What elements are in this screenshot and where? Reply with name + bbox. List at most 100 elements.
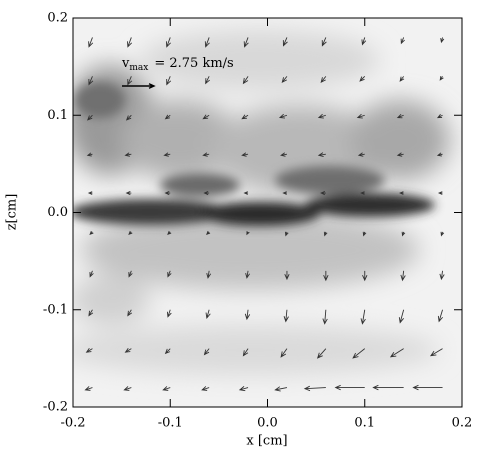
velocity-arrow (125, 114, 132, 121)
x-tick-label: 0.0 (257, 416, 278, 431)
velocity-arrow (242, 348, 249, 357)
velocity-arrow (280, 152, 288, 157)
velocity-arrow (87, 114, 93, 121)
velocity-arrow (128, 270, 133, 278)
velocity-arrow (322, 309, 328, 325)
velocity-arrow (389, 348, 404, 358)
velocity-arrow (202, 152, 210, 157)
y-tick-label: 0.0 (47, 205, 68, 220)
velocity-arrow (359, 76, 366, 82)
velocity-arrow (320, 191, 326, 196)
velocity-arrow (440, 231, 445, 237)
y-axis-label: z[cm] (5, 194, 20, 231)
velocity-arrow (282, 37, 288, 47)
velocity-arrow (238, 386, 249, 392)
velocity-arrow (400, 270, 406, 282)
x-tick-label: 0.2 (452, 416, 473, 431)
velocity-arrow (334, 384, 365, 391)
velocity-arrow (439, 76, 444, 81)
velocity-arrow (124, 347, 132, 353)
velocity-arrow (436, 114, 443, 119)
velocity-arrow (303, 385, 326, 392)
velocity-arrow (439, 270, 445, 281)
velocity-arrow (284, 270, 290, 281)
velocity-arrow (362, 231, 367, 237)
velocity-arrow (245, 270, 250, 279)
velocity-arrow (401, 231, 406, 237)
velocity-arrow (244, 309, 251, 321)
velocity-arrow (278, 113, 288, 119)
velocity-arrow (440, 37, 445, 44)
velocity-arrow (205, 309, 211, 319)
velocity-arrow (127, 76, 133, 86)
velocity-arrow (361, 37, 367, 46)
y-tick-label: -0.1 (43, 302, 68, 317)
velocity-arrow (360, 309, 366, 325)
velocity-arrow (316, 348, 327, 359)
velocity-arrow (167, 270, 172, 278)
velocity-arrow (352, 348, 366, 359)
velocity-arrow (164, 191, 171, 196)
velocity-arrow (323, 270, 329, 282)
x-axis-label: x [cm] (246, 434, 287, 449)
velocity-arrow (165, 37, 171, 48)
velocity-arrow (87, 191, 93, 195)
velocity-arrow (400, 37, 405, 45)
velocity-arrow (274, 386, 288, 392)
velocity-arrow (166, 309, 172, 318)
velocity-arrow (84, 386, 93, 391)
velocity-arrow (128, 230, 133, 236)
velocity-arrow (437, 309, 443, 323)
velocity-arrow (204, 37, 210, 48)
velocity-arrow (241, 114, 249, 120)
velocity-arrow (372, 384, 404, 391)
velocity-arrow (125, 191, 132, 196)
velocity-arrow (86, 152, 93, 157)
velocity-arrow (398, 309, 405, 324)
velocity-arrow (164, 348, 171, 355)
velocity-arrow (281, 76, 288, 84)
velocity-arrow (162, 386, 171, 391)
velocity-arrow (127, 309, 133, 317)
x-tick-label: -0.1 (158, 416, 183, 431)
velocity-arrow (399, 191, 404, 195)
velocity-arrow (167, 230, 172, 236)
velocity-arrow (85, 347, 93, 353)
velocity-arrow (396, 113, 404, 119)
velocity-arrow (88, 76, 94, 86)
velocity-arrow (282, 191, 287, 195)
velocity-arrow (243, 37, 249, 48)
velocity-arrow (323, 231, 328, 237)
velocity-arrow (280, 348, 288, 358)
x-tick-label: 0.1 (354, 416, 375, 431)
velocity-arrow (164, 114, 171, 120)
velocity-arrow (246, 231, 250, 236)
reference-label: vmax = 2.75 km/s (121, 56, 234, 73)
velocity-arrow (320, 76, 327, 84)
velocity-arrow (202, 114, 210, 120)
reference-text: = 2.75 km/s (154, 56, 233, 71)
velocity-arrow (356, 113, 365, 119)
velocity-arrow (317, 152, 326, 158)
x-tick-label: -0.2 (60, 416, 85, 431)
velocity-arrow (412, 384, 443, 391)
velocity-arrow (203, 348, 210, 356)
y-tick-label: -0.2 (43, 400, 68, 415)
reference-subscript: max (129, 63, 148, 73)
velocity-arrow (203, 191, 210, 196)
velocity-arrow (206, 270, 212, 279)
velocity-arrow (201, 386, 210, 391)
velocity-arrow (206, 230, 211, 236)
y-tick-label: 0.2 (47, 11, 68, 26)
reference-symbol: v (121, 56, 130, 71)
velocity-arrow (89, 270, 94, 278)
velocity-arrow (396, 152, 404, 157)
velocity-arrow (88, 309, 94, 317)
reference-arrow (122, 83, 156, 89)
velocity-arrow (360, 191, 365, 195)
velocity-arrow (88, 37, 94, 48)
velocity-arrow (399, 76, 405, 82)
velocity-arrow (242, 76, 249, 85)
velocity-arrow (89, 230, 94, 236)
